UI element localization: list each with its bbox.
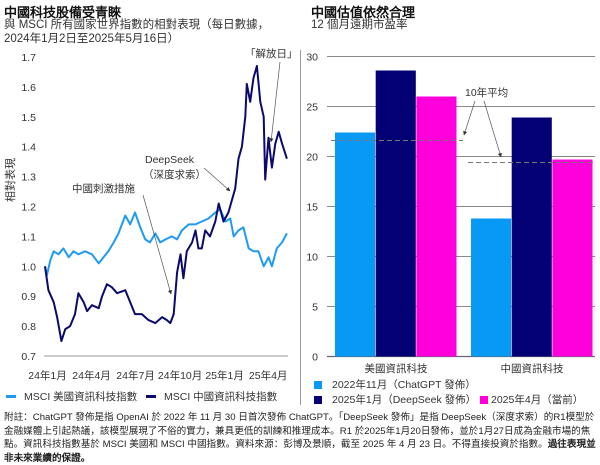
x-tick-label: 25年1月 [205,369,244,382]
y-tick-label: 0.7 [21,351,36,363]
y-tick-label: 1.0 [21,261,36,273]
y-tick-label: 1.5 [21,112,36,124]
y-tick-label: 25 [306,102,318,114]
y-tick-label: 0.8 [21,321,36,333]
panel-divider [300,50,301,405]
right-title: 中國估值依然合理 [311,5,416,20]
bar [552,159,593,357]
footnote: 附註：ChatGPT 發佈是指 OpenAI 於 2022 年 11 月 30 … [4,412,596,464]
y-tick-label: 10 [306,252,318,264]
x-category-label: 中國資訊科技 [501,362,564,375]
annotation-arrow-avg-us [463,100,476,136]
annotation-arrow-stimulus [142,194,172,295]
annotation-stimulus: 中國刺激措施 [72,182,135,195]
annotation-liberation-day: 「解放日」 [245,47,298,60]
annotation-arrow-avg-cn [483,100,502,158]
x-tick-label: 24年1月 [28,369,67,382]
legend-line-icon [146,395,156,398]
y-tick-label: 1.2 [21,202,36,214]
bar [416,96,457,357]
line-chart: 0.7 0.8 0.9 1.0 1.1 1.2 1.3 1.4 1.5 1.6 1.7 24年1月 24… [3,47,298,382]
legend-swatch [480,395,488,404]
right-subtitle: 12 個月遠期市盈率 [311,19,408,31]
legend-item-current: 2025年4月（當前） [480,392,583,407]
legend-item-chatgpt: 2022年11月（ChatGPT 發佈） [314,377,476,392]
annotation-ten-year-average: 10年平均 [465,86,508,99]
bar [471,218,512,357]
legend-item-china: MSCI 中國資訊科技指數 [146,389,277,404]
x-tick-label: 24年7月 [116,369,155,382]
legend-item-deepseek: 2025年1月（DeepSeek 發佈） [314,392,476,407]
y-tick-label: 5 [312,302,318,314]
annotation-deepseek-cn: （深度求索） [143,168,206,181]
y-tick-label: 30 [306,52,318,64]
y-axis-label: 相對表現 [3,158,17,202]
y-tick-label: 1.4 [21,142,36,154]
bar-chart: 0 5 10 15 20 25 30 美國資訊科技 中國資訊科技 10年平均 [306,52,595,375]
left-title: 中國科技股備受青睞 [4,5,122,20]
x-tick-label: 24年4月 [72,369,111,382]
x-tick-label: 25年4月 [249,369,288,382]
x-tick-label: 24年10月 [158,369,202,382]
y-tick-label: 1.6 [21,82,36,94]
legend-swatch [314,380,322,389]
bar [511,117,552,357]
y-tick-label: 0.9 [21,291,36,303]
left-subtitle: 與 MSCI 所有國家世界指數的相對表現（每日數據，2024年1月2日至2025… [4,19,270,45]
y-tick-label: 20 [306,152,318,164]
series-line-china [44,65,288,343]
legend-swatch [314,395,322,404]
legend-item-us: MSCI 美國資訊科技指數 [6,389,137,404]
legend-line-icon [6,395,16,398]
x-category-label: 美國資訊科技 [365,362,428,375]
y-tick-label: 1.3 [21,172,36,184]
bar [375,70,416,357]
series-line-us [44,208,288,277]
y-tick-label: 0 [312,352,318,364]
y-tick-label: 1.7 [21,52,36,64]
annotation-arrow-liberation [269,61,281,143]
y-tick-label: 15 [306,202,318,214]
annotation-arrow-deepseek [203,167,231,192]
annotation-deepseek: DeepSeek [145,154,195,166]
bar [335,132,376,357]
y-tick-label: 1.1 [21,231,36,243]
